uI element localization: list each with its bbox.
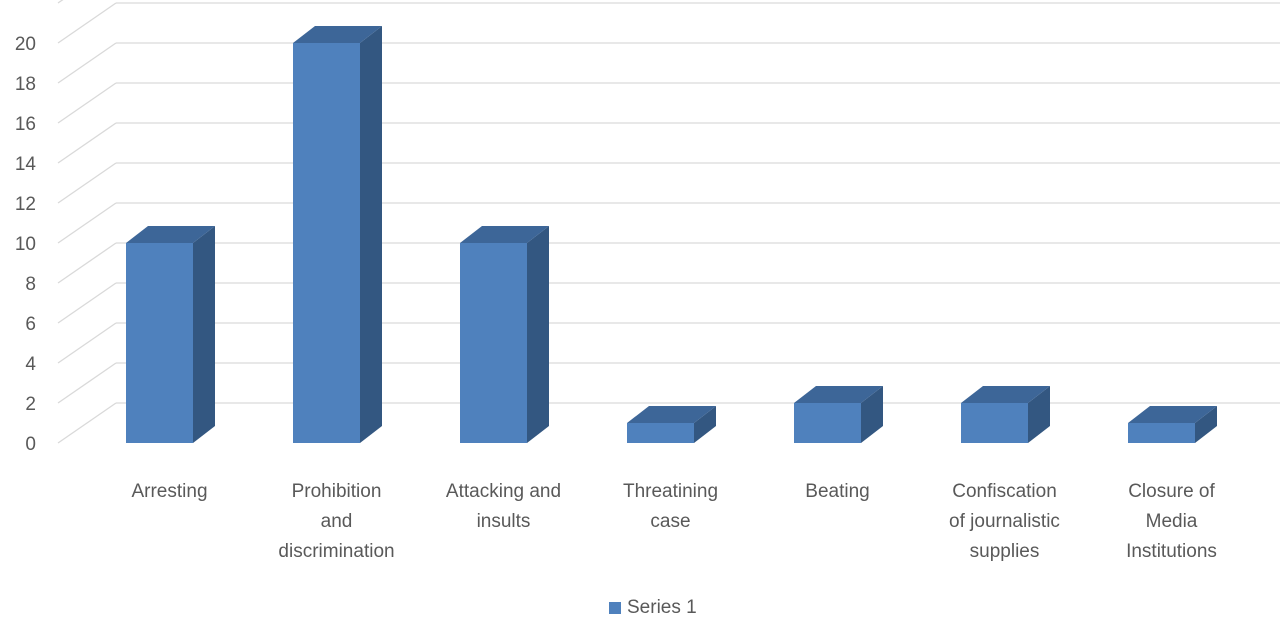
legend: Series 1 xyxy=(609,597,697,618)
bar-front-4 xyxy=(627,423,694,443)
bar-side-2 xyxy=(360,26,382,443)
bar-top-4 xyxy=(627,406,716,423)
gridline-diag-10 xyxy=(57,202,117,244)
x-axis-categories: Arresting Prohibition and discrimination Att… xyxy=(131,481,1216,562)
gridline-diag-18 xyxy=(57,42,117,84)
gridline-diag-top xyxy=(57,0,64,4)
x-category-6: Confiscation of journalistic supplies xyxy=(949,481,1060,562)
y-tick-16: 16 xyxy=(15,114,36,135)
bar-2 xyxy=(293,26,382,443)
x-category-2-line-1: Prohibition xyxy=(292,481,382,502)
x-category-3-line-1: Attacking and xyxy=(446,481,561,502)
x-category-1: Arresting xyxy=(131,481,207,502)
bar-top-3 xyxy=(460,226,549,243)
gridline-diag-12 xyxy=(57,162,117,204)
bar-7 xyxy=(1128,406,1217,443)
bar-top-6 xyxy=(961,386,1050,403)
bar-front-7 xyxy=(1128,423,1195,443)
y-axis-ticks: 0 2 4 6 8 10 12 14 16 18 20 xyxy=(15,34,37,455)
bar-side-6 xyxy=(1028,386,1050,443)
gridline-diag-2 xyxy=(57,362,117,404)
bar-side-3 xyxy=(527,226,549,443)
y-tick-18: 18 xyxy=(15,74,36,95)
x-category-4: Threatining case xyxy=(623,481,718,532)
gridline-diag-4 xyxy=(57,322,117,364)
y-tick-14: 14 xyxy=(15,154,37,175)
x-category-6-line-1: Confiscation xyxy=(952,481,1057,502)
y-tick-4: 4 xyxy=(25,354,36,375)
x-category-2-line-3: discrimination xyxy=(278,541,394,562)
bar-front-3 xyxy=(460,243,527,443)
x-category-3-line-2: insults xyxy=(477,511,531,532)
gridlines xyxy=(57,0,1280,444)
bar-front-2 xyxy=(293,43,360,443)
y-tick-20: 20 xyxy=(15,34,36,55)
x-category-3: Attacking and insults xyxy=(446,481,561,532)
bar-top-7 xyxy=(1128,406,1217,423)
x-category-2-line-2: and xyxy=(321,511,353,532)
bar-side-7 xyxy=(1195,406,1217,443)
bar-side-1 xyxy=(193,226,215,443)
bar-5 xyxy=(794,386,883,443)
bar-top-1 xyxy=(126,226,215,243)
bar-front-5 xyxy=(794,403,861,443)
x-category-1-line-1: Arresting xyxy=(131,481,207,502)
x-category-7-line-2: Media xyxy=(1146,511,1198,532)
bar-front-6 xyxy=(961,403,1028,443)
y-tick-0: 0 xyxy=(25,434,36,455)
y-tick-2: 2 xyxy=(25,394,36,415)
bar-side-5 xyxy=(861,386,883,443)
gridline-diag-6 xyxy=(57,282,117,324)
gridline-diag-20 xyxy=(57,2,117,44)
bar-1 xyxy=(126,226,215,443)
x-category-5-line-1: Beating xyxy=(805,481,869,502)
x-category-4-line-2: case xyxy=(650,511,690,532)
gridline-diag-16 xyxy=(57,82,117,124)
x-category-7-line-3: Institutions xyxy=(1126,541,1217,562)
y-tick-10: 10 xyxy=(15,234,36,255)
gridline-diag-8 xyxy=(57,242,117,284)
bar-top-2 xyxy=(293,26,382,43)
x-category-2: Prohibition and discrimination xyxy=(278,481,394,562)
bar-6 xyxy=(961,386,1050,443)
bar-front-1 xyxy=(126,243,193,443)
legend-swatch-series-1 xyxy=(609,602,621,614)
x-category-7: Closure of Media Institutions xyxy=(1126,481,1217,562)
bar-4 xyxy=(627,406,716,443)
bar-top-5 xyxy=(794,386,883,403)
y-tick-12: 12 xyxy=(15,194,36,215)
bar-3 xyxy=(460,226,549,443)
x-category-4-line-1: Threatining xyxy=(623,481,718,502)
bar-side-4 xyxy=(694,406,716,443)
bars xyxy=(126,26,1217,443)
x-category-7-line-1: Closure of xyxy=(1128,481,1215,502)
x-category-6-line-3: supplies xyxy=(970,541,1040,562)
x-category-5: Beating xyxy=(805,481,869,502)
gridline-diag-14 xyxy=(57,122,117,164)
gridline-diag-0 xyxy=(57,402,117,444)
y-tick-8: 8 xyxy=(25,274,36,295)
x-category-6-line-2: of journalistic xyxy=(949,511,1060,532)
y-tick-6: 6 xyxy=(25,314,36,335)
legend-label-series-1: Series 1 xyxy=(627,597,697,618)
